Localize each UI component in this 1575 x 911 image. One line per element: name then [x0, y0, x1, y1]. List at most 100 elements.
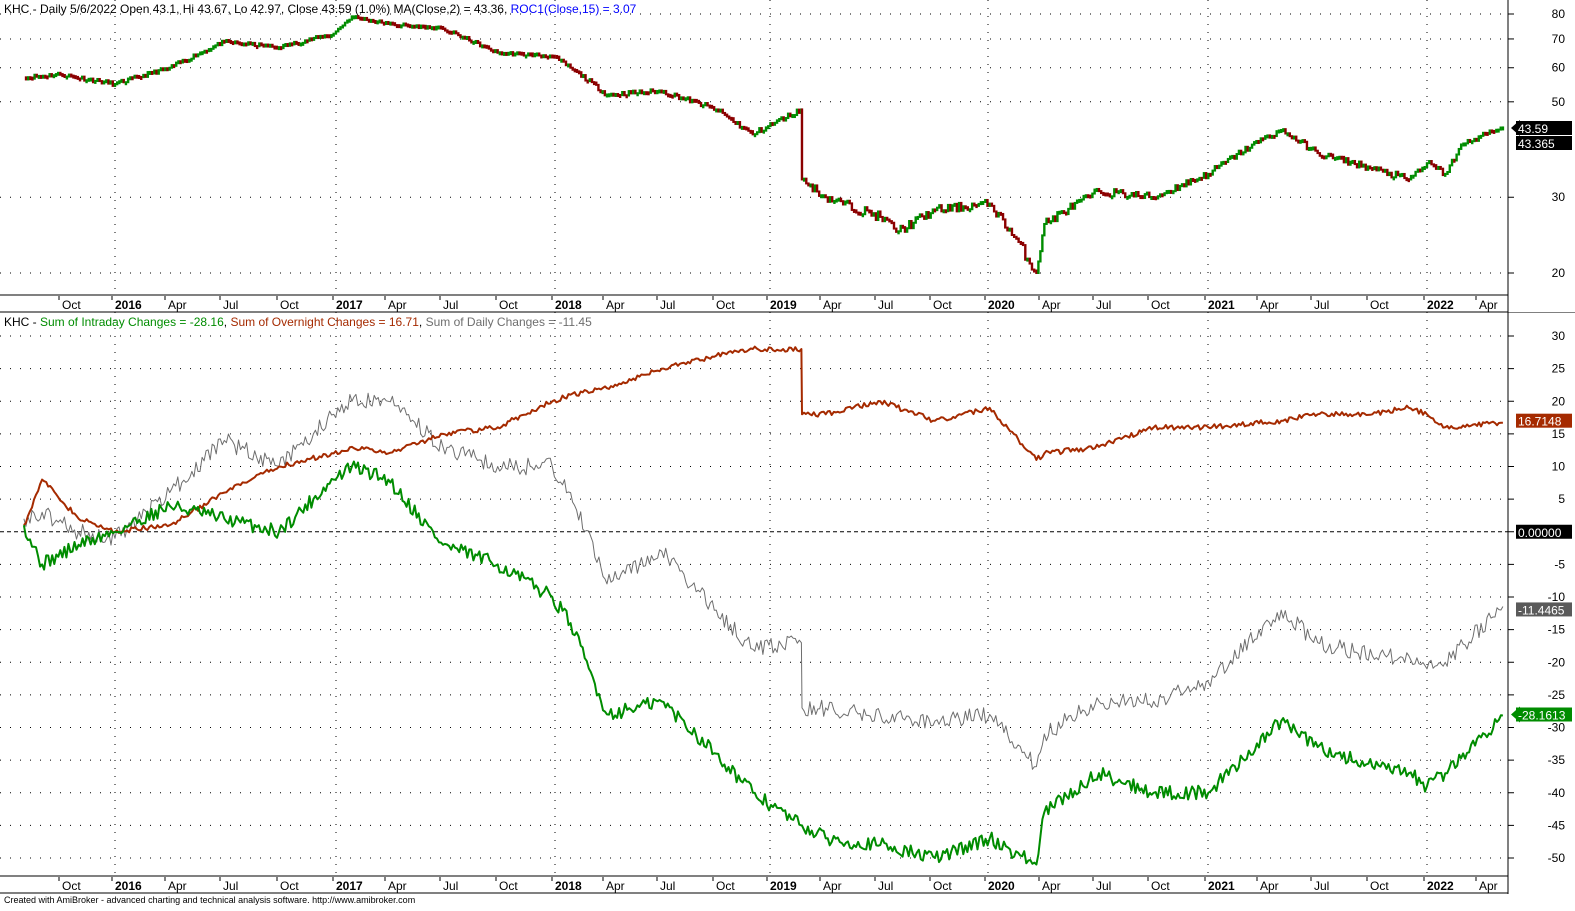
down-candle — [1318, 152, 1322, 157]
down-candle — [557, 55, 561, 61]
up-candle — [384, 20, 388, 25]
up-candle — [1091, 192, 1094, 199]
up-candle — [1501, 126, 1505, 131]
down-candle — [747, 127, 750, 132]
down-candle — [553, 54, 556, 59]
date-axis-label: 2020 — [988, 879, 1015, 893]
up-candle — [1159, 193, 1162, 198]
down-candle — [999, 211, 1003, 216]
down-candle — [1441, 167, 1445, 177]
date-axis-label: Oct — [1151, 879, 1170, 893]
up-candle — [284, 43, 287, 48]
down-candle — [1239, 149, 1243, 156]
up-candle — [277, 46, 281, 51]
down-candle — [1353, 159, 1357, 166]
date-axis-label: 2018 — [555, 298, 582, 312]
down-candle — [1316, 149, 1319, 155]
up-candle — [942, 209, 945, 214]
up-candle — [426, 25, 429, 30]
down-candle — [603, 90, 607, 97]
down-candle — [1012, 233, 1016, 238]
up-candle — [979, 201, 983, 206]
up-candle — [354, 15, 358, 20]
legend-intraday: Sum of Intraday Changes = -28.16 — [40, 315, 224, 329]
up-candle — [220, 39, 224, 47]
down-candle — [44, 74, 47, 79]
down-candle — [1132, 192, 1136, 198]
down-candle — [1261, 137, 1265, 142]
down-candle — [485, 44, 488, 49]
down-candle — [645, 91, 648, 96]
down-candle — [223, 39, 226, 44]
price-chart: 20 30 50 60 70 80 Oct 2016 Apr Jul Oct 2017 Apr Jul Oc… — [0, 0, 1572, 312]
down-candle — [1099, 190, 1103, 195]
up-candle — [778, 117, 781, 122]
up-candle — [168, 66, 171, 71]
up-candle — [282, 43, 285, 50]
value-label-text: 43.365 — [1518, 137, 1555, 151]
up-candle — [96, 77, 99, 82]
down-candle — [1342, 155, 1346, 164]
up-candle — [632, 89, 635, 95]
up-candle — [234, 40, 237, 45]
date-axis-label: Apr — [606, 298, 625, 312]
down-candle — [618, 93, 622, 98]
down-candle — [359, 16, 362, 21]
down-candle — [1284, 128, 1287, 135]
up-candle — [601, 90, 604, 95]
up-candle — [124, 81, 128, 86]
down-candle — [253, 41, 257, 48]
down-candle — [483, 44, 486, 49]
up-candle — [1428, 160, 1431, 165]
y-axis-label: 5 — [1558, 492, 1565, 506]
down-candle — [584, 74, 587, 82]
down-candle — [789, 112, 792, 118]
down-candle — [721, 108, 724, 114]
down-candle — [927, 211, 930, 219]
down-candle — [380, 19, 384, 24]
down-candle — [367, 18, 371, 23]
down-candle — [1273, 134, 1276, 139]
down-candle — [1290, 135, 1294, 140]
down-candle — [857, 211, 860, 216]
date-axis-label: 2017 — [336, 879, 363, 893]
up-candle — [332, 32, 335, 37]
up-candle — [1423, 165, 1426, 170]
down-candle — [83, 75, 86, 82]
down-candle — [262, 43, 265, 48]
down-candle — [852, 208, 856, 213]
up-candle — [753, 133, 757, 138]
up-candle — [1080, 198, 1083, 203]
down-candle — [135, 74, 139, 79]
up-candle — [212, 45, 215, 50]
up-candle — [872, 212, 875, 217]
up-candle — [984, 198, 987, 203]
down-candle — [623, 90, 626, 97]
down-candle — [573, 68, 577, 73]
down-candle — [841, 200, 845, 206]
down-candle — [677, 93, 681, 101]
down-candle — [1033, 268, 1036, 273]
down-candle — [1115, 188, 1118, 194]
down-candle — [1381, 168, 1385, 173]
down-candle — [468, 36, 471, 42]
up-candle — [997, 211, 1000, 218]
down-candle — [682, 96, 685, 101]
up-candle — [214, 44, 217, 49]
up-candle — [791, 114, 794, 119]
y-axis-label: 25 — [1552, 362, 1566, 376]
y-axis-label: 15 — [1552, 427, 1566, 441]
up-candle — [216, 41, 219, 47]
down-candle — [885, 216, 889, 221]
down-candle — [428, 25, 432, 30]
value-label-text: 43.59 — [1518, 122, 1548, 136]
up-candle — [627, 90, 631, 97]
up-candle — [472, 40, 475, 45]
down-candle — [966, 206, 969, 211]
down-candle — [1215, 165, 1219, 170]
up-candle — [164, 67, 167, 72]
up-candle — [1399, 173, 1402, 178]
down-candle — [805, 177, 808, 185]
up-candle — [1280, 128, 1283, 133]
up-candle — [1113, 188, 1116, 198]
